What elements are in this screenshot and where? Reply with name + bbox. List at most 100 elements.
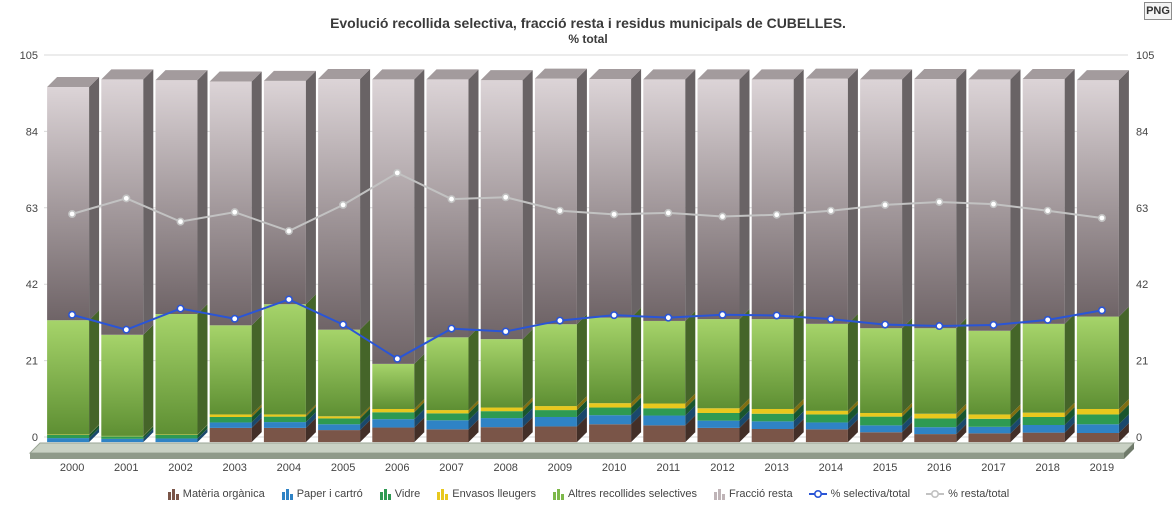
bar-side-altres-2008	[522, 329, 533, 408]
bar-side-paper-2019	[1118, 414, 1129, 433]
bar-envasos-2018	[1022, 412, 1065, 417]
bar-altres-2000	[47, 320, 90, 435]
bar-top-2002	[155, 70, 208, 81]
export-png-button[interactable]: PNG	[1144, 2, 1172, 20]
point-resta-total-2010	[610, 210, 619, 219]
bar-organica-2014	[805, 429, 848, 443]
bar-side-paper-2012	[739, 410, 750, 428]
bar-envasos-2008	[480, 407, 523, 412]
bar-envasos-2013	[751, 408, 794, 414]
bar-vidre-2007	[426, 413, 469, 421]
x-tick-label-2003: 2003	[222, 462, 246, 474]
bar-altres-2010	[589, 317, 632, 404]
bar-side-altres-2002	[197, 304, 208, 435]
bar-side-vidre-2011	[685, 398, 696, 416]
y-tick-label-left: 21	[26, 356, 38, 368]
bar-envasos-2004	[263, 414, 306, 417]
legend-item[interactable]: Fracció resta	[713, 488, 793, 500]
bar-paper-2004	[263, 422, 306, 428]
bar-side-resta-2013	[793, 69, 804, 320]
point-selectiva-2002	[176, 304, 185, 313]
bar-side-envasos-2010	[631, 393, 642, 408]
bar-altres-2002	[155, 314, 198, 435]
point-selectiva-2000	[68, 310, 77, 319]
legend-item[interactable]: Envasos lleugers	[436, 488, 536, 500]
legend-item[interactable]: Paper i cartró	[281, 488, 363, 500]
bar-organica-2006	[372, 427, 415, 443]
bar-side-vidre-2008	[522, 401, 533, 419]
bar-organica-2015	[860, 432, 903, 443]
bar-side-resta-2014	[847, 68, 858, 324]
bar-side-envasos-2015	[902, 402, 913, 417]
bar-side-envasos-2011	[685, 393, 696, 409]
bar-side-altres-2010	[631, 307, 642, 404]
bar-organica-2019	[1076, 432, 1119, 443]
legend-label: Altres recollides selectives	[568, 488, 698, 500]
bar-side-paper-2014	[847, 412, 858, 430]
bar-resta-2002	[155, 80, 198, 315]
point-selectiva-2014	[826, 315, 835, 324]
bar-organica-2009	[534, 426, 577, 443]
bar-top-2000	[47, 77, 100, 88]
point-selectiva-2007	[447, 324, 456, 333]
bar-paper-2003	[209, 422, 252, 428]
point-selectiva-2012	[718, 310, 727, 319]
bar-paper-2009	[534, 416, 577, 427]
x-tick-label-2014: 2014	[819, 462, 843, 474]
x-tick-label-2006: 2006	[385, 462, 409, 474]
x-tick-label-2009: 2009	[548, 462, 572, 474]
x-tick-label-2007: 2007	[439, 462, 463, 474]
bar-side-envasos-2018	[1064, 402, 1075, 417]
legend-item[interactable]: % resta/total	[926, 488, 1009, 500]
bar-side-altres-2013	[793, 309, 804, 409]
point-selectiva-2018	[1043, 315, 1052, 324]
bar-envasos-2009	[534, 406, 577, 411]
bar-paper-2010	[589, 415, 632, 425]
bar-side-envasos-2000	[89, 424, 100, 435]
x-tick-label-2005: 2005	[331, 462, 355, 474]
chart-subtitle: % total	[568, 32, 608, 46]
x-tick-label-2001: 2001	[114, 462, 138, 474]
bar-side-paper-2004	[305, 412, 316, 428]
bar-side-altres-2016	[956, 318, 967, 414]
bar-vidre-2003	[209, 416, 252, 423]
bar-top-2007	[426, 69, 479, 80]
legend-item[interactable]: Vidre	[379, 488, 420, 500]
bar-side-envasos-2003	[251, 404, 262, 417]
bar-organica-2005	[318, 430, 361, 443]
bar-vidre-2008	[480, 411, 523, 419]
bar-altres-2006	[372, 363, 415, 409]
bar-altres-2001	[101, 334, 144, 436]
point-selectiva-2016	[935, 322, 944, 331]
bar-side-paper-2001	[143, 428, 154, 443]
bar-vidre-2011	[643, 408, 686, 416]
legend-item[interactable]: Matèria orgànica	[167, 488, 265, 500]
bar-side-paper-2006	[414, 409, 425, 428]
bar-side-altres-2006	[414, 353, 425, 409]
bar-side-resta-2004	[305, 70, 316, 305]
legend-label: % resta/total	[948, 488, 1010, 500]
legend-swatch	[437, 489, 449, 500]
bar-side-altres-2003	[251, 315, 262, 415]
bar-vidre-2017	[968, 418, 1011, 427]
bar-vidre-2000	[47, 434, 90, 439]
x-tick-label-2017: 2017	[981, 462, 1005, 474]
bar-side-organica-2019	[1118, 422, 1129, 443]
bar-side-paper-2009	[576, 406, 587, 427]
bar-side-resta-2017	[1010, 69, 1021, 331]
bar-organica-2007	[426, 429, 469, 443]
point-resta-total-2002	[176, 217, 185, 226]
point-selectiva-2008	[501, 327, 510, 336]
point-resta-total-2012	[718, 212, 727, 221]
bar-altres-2015	[860, 328, 903, 413]
legend-swatch	[379, 489, 391, 500]
bar-side-vidre-2012	[739, 402, 750, 421]
bar-side-envasos-2001	[143, 425, 154, 437]
chart-floor-top	[28, 442, 1136, 454]
legend-item[interactable]: Altres recollides selectives	[552, 488, 697, 500]
bar-envasos-2007	[426, 410, 469, 414]
bar-paper-2014	[805, 422, 848, 430]
legend-item[interactable]: % selectiva/total	[808, 488, 910, 500]
bar-side-resta-2018	[1064, 69, 1075, 324]
